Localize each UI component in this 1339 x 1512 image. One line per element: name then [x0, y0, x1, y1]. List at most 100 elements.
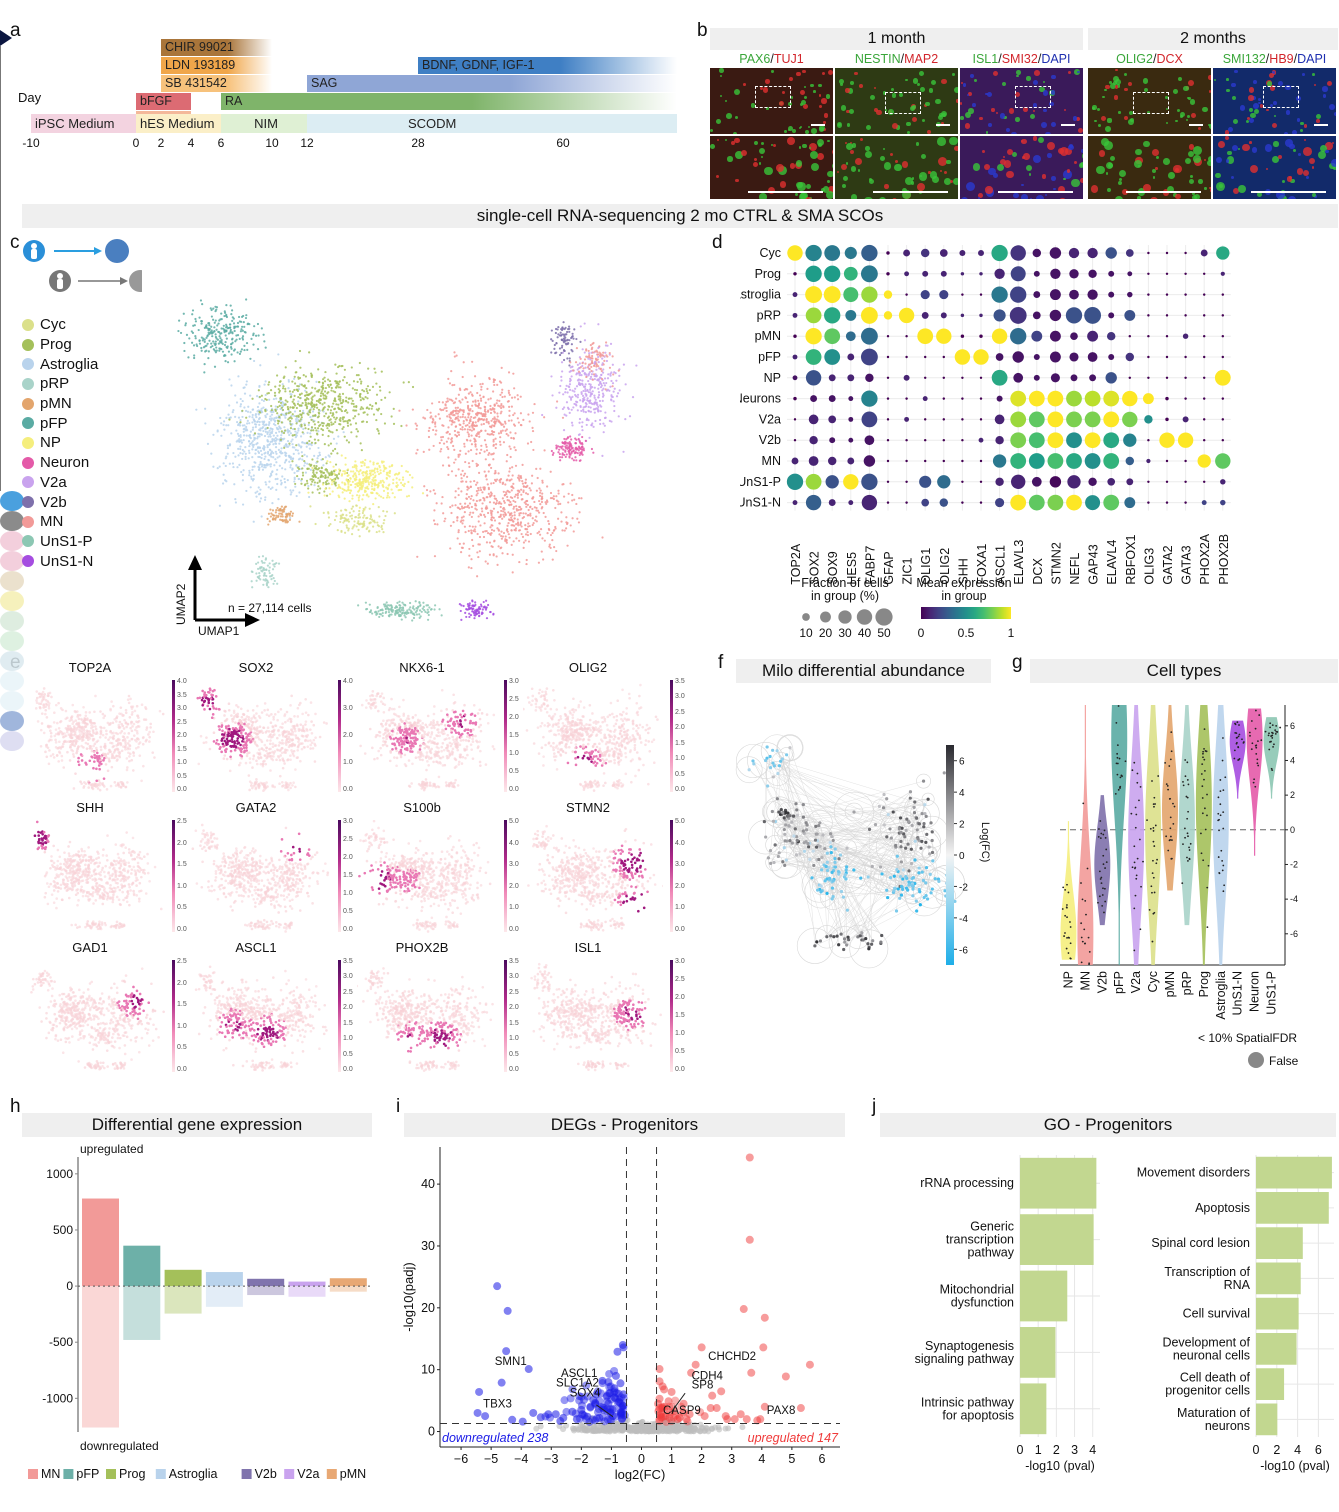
- signal-speck: [1142, 78, 1149, 84]
- umap-cell-point: [483, 522, 486, 525]
- signal-speck: [1042, 108, 1047, 113]
- umap-cell-point: [382, 481, 385, 484]
- umap-cell-point: [242, 321, 245, 324]
- umap-cell-point: [492, 438, 495, 441]
- umap-cell-point: [541, 505, 544, 509]
- umap-cell-point: [531, 517, 534, 520]
- umap-cell-point: [574, 437, 577, 440]
- umap-cell-point: [575, 502, 578, 506]
- umap-cell-point: [440, 447, 443, 451]
- expression-dot: [1050, 268, 1061, 279]
- umap-cell-point: [588, 388, 592, 391]
- umap-cell-point: [316, 433, 319, 436]
- umap-cell-point: [456, 516, 459, 519]
- signal-speck: [1232, 95, 1237, 100]
- umap-cell-point: [232, 317, 235, 320]
- umap-cell-point: [497, 529, 500, 532]
- expression-dot: [1147, 376, 1150, 380]
- umap-cell-point: [499, 421, 502, 424]
- umap-cell-point: [356, 430, 360, 433]
- umap-cell-point: [485, 541, 489, 544]
- umap-cell-point: [365, 517, 368, 520]
- umap-cell-point: [497, 545, 500, 548]
- signal-speck: [986, 91, 993, 98]
- umap-cell-point: [546, 532, 549, 535]
- umap-cell-point: [331, 472, 334, 475]
- expression-dot: [1165, 376, 1169, 380]
- signal-speck: [1045, 194, 1048, 197]
- signal-speck: [1042, 90, 1049, 96]
- umap-cell-point: [531, 497, 534, 500]
- signal-speck: [1313, 84, 1316, 87]
- umap-cell-point: [355, 467, 358, 470]
- umap-cell-point: [448, 413, 451, 416]
- tick-line: [0, 161, 1, 196]
- umap-cell-point: [267, 463, 271, 466]
- stain-part: /: [1265, 52, 1270, 66]
- umap-cell-point: [305, 391, 308, 394]
- gene-tick-label: NEFL: [1068, 553, 1082, 585]
- signal-speck: [1256, 191, 1262, 197]
- umap-cell-point: [518, 560, 521, 564]
- signal-speck: [1296, 118, 1301, 122]
- signal-speck: [911, 116, 918, 123]
- umap-cell-point: [326, 408, 330, 411]
- umap-cell-point: [305, 479, 309, 482]
- umap-cell-point: [591, 354, 594, 358]
- signal-speck: [949, 136, 958, 146]
- umap-cell-point: [267, 435, 270, 438]
- umap-cell-point: [467, 416, 470, 419]
- umap-cell-point: [540, 500, 544, 504]
- signal-speck: [953, 87, 958, 94]
- umap-cell-point: [492, 554, 495, 557]
- signal-speck: [911, 177, 914, 180]
- umap-cell-point: [214, 340, 217, 343]
- umap-cell-point: [325, 462, 328, 465]
- umap-cell-point: [268, 417, 271, 420]
- umap-cell-point: [321, 458, 324, 461]
- umap-cell-point: [279, 518, 282, 521]
- umap-cell-point: [267, 383, 270, 386]
- umap-cell-point: [353, 465, 356, 469]
- umap-cell-point: [562, 393, 565, 396]
- tick-label: 12: [300, 136, 314, 150]
- umap-cell-point: [406, 470, 409, 473]
- umap-cell-point: [329, 409, 333, 412]
- scrnaseq-banner: single-cell RNA-sequencing 2 mo CTRL & S…: [22, 204, 1338, 228]
- umap-cell-point: [310, 372, 313, 375]
- umap-cell-point: [501, 497, 504, 500]
- umap-cell-point: [532, 522, 535, 525]
- umap-cell-point: [460, 618, 463, 622]
- umap-cell-point: [227, 424, 230, 427]
- umap-cell-point: [411, 486, 414, 489]
- umap-cell-point: [345, 526, 349, 529]
- umap-cell-point: [344, 518, 348, 521]
- umap-cell-point: [461, 413, 465, 416]
- umap-cell-point: [286, 439, 290, 443]
- umap-cell-point: [511, 514, 514, 517]
- umap-cell-point: [251, 586, 254, 589]
- umap-cell-point: [485, 449, 489, 452]
- expression-dot: [1087, 352, 1098, 362]
- umap-cell-point: [618, 374, 621, 377]
- umap-cell-point: [249, 411, 252, 414]
- umap-cell-point: [411, 408, 414, 411]
- umap-cell-point: [366, 526, 369, 529]
- umap-cell-point: [361, 498, 364, 501]
- umap-cell-point: [305, 403, 308, 406]
- umap-cell-point: [256, 348, 260, 351]
- umap-cell-point: [593, 377, 596, 381]
- umap-cell-point: [291, 400, 294, 403]
- umap-cell-point: [218, 504, 222, 507]
- umap-cell-point: [453, 351, 456, 354]
- umap-cell-point: [561, 344, 564, 347]
- umap-cell-point: [212, 318, 215, 321]
- umap-cell-point: [363, 411, 366, 414]
- umap-cell-point: [271, 518, 274, 521]
- umap-cell-point: [385, 496, 389, 499]
- umap-cell-point: [464, 611, 467, 614]
- signal-speck: [850, 193, 858, 199]
- umap-cell-point: [599, 404, 602, 407]
- umap-cell-point: [289, 493, 292, 496]
- umap-cell-point: [306, 462, 309, 465]
